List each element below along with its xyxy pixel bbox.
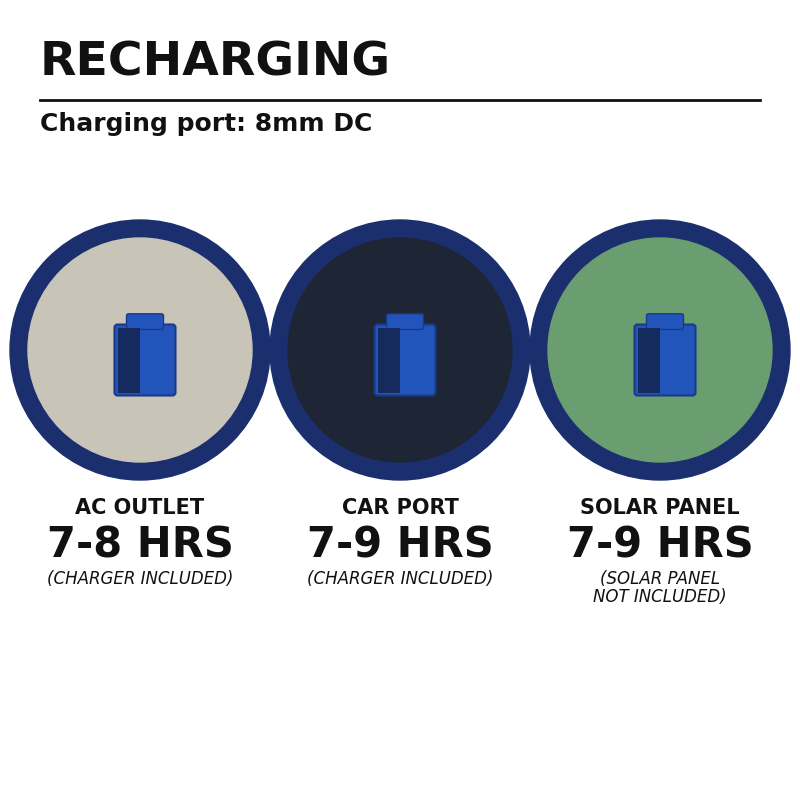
FancyBboxPatch shape <box>386 314 423 330</box>
FancyBboxPatch shape <box>646 314 683 330</box>
Bar <box>638 327 659 393</box>
Text: 7-9 HRS: 7-9 HRS <box>306 524 494 566</box>
FancyBboxPatch shape <box>374 325 435 395</box>
FancyBboxPatch shape <box>126 314 163 330</box>
Text: AC OUTLET: AC OUTLET <box>75 498 205 518</box>
FancyBboxPatch shape <box>634 325 695 395</box>
Bar <box>118 327 139 393</box>
Circle shape <box>288 238 512 462</box>
Text: SOLAR PANEL: SOLAR PANEL <box>580 498 740 518</box>
Circle shape <box>28 238 252 462</box>
Text: (SOLAR PANEL: (SOLAR PANEL <box>600 570 720 588</box>
Text: (CHARGER INCLUDED): (CHARGER INCLUDED) <box>307 570 493 588</box>
Text: CAR PORT: CAR PORT <box>342 498 458 518</box>
Text: RECHARGING: RECHARGING <box>40 40 391 85</box>
Circle shape <box>270 220 530 480</box>
Text: 7-8 HRS: 7-8 HRS <box>46 524 234 566</box>
Circle shape <box>548 238 772 462</box>
Bar <box>378 327 399 393</box>
Circle shape <box>530 220 790 480</box>
Circle shape <box>10 220 270 480</box>
Text: NOT INCLUDED): NOT INCLUDED) <box>593 588 727 606</box>
Text: Charging port: 8mm DC: Charging port: 8mm DC <box>40 112 372 136</box>
Text: 7-9 HRS: 7-9 HRS <box>566 524 754 566</box>
FancyBboxPatch shape <box>114 325 175 395</box>
Text: (CHARGER INCLUDED): (CHARGER INCLUDED) <box>47 570 233 588</box>
